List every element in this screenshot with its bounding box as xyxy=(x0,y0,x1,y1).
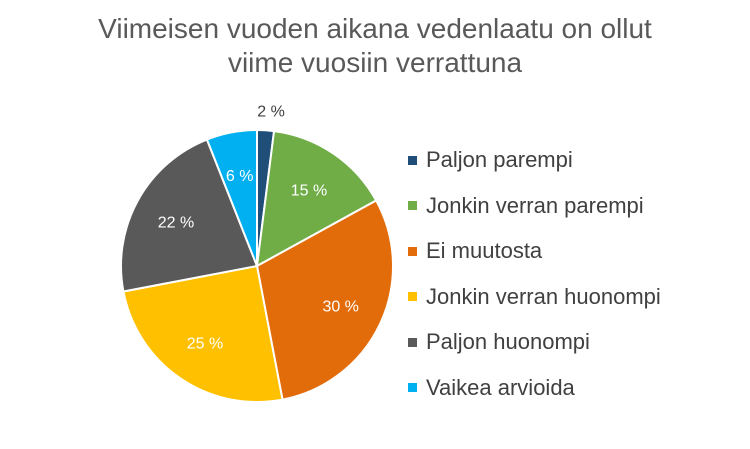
legend-item: Jonkin verran parempi xyxy=(408,189,738,223)
data-label: 2 % xyxy=(257,103,285,120)
legend-item: Paljon parempi xyxy=(408,143,738,177)
legend-swatch xyxy=(408,155,417,165)
data-label: 30 % xyxy=(322,298,358,315)
legend-swatch xyxy=(408,383,417,393)
data-label: 22 % xyxy=(158,214,194,231)
legend-item: Jonkin verran huonompi xyxy=(408,280,738,314)
pie-slice xyxy=(205,128,258,267)
legend-swatch xyxy=(408,246,417,256)
legend-label: Ei muutosta xyxy=(426,238,543,264)
legend-item: Ei muutosta xyxy=(408,234,738,268)
data-label: 6 % xyxy=(226,168,254,185)
pie-slice xyxy=(120,138,259,293)
data-label: 25 % xyxy=(187,335,223,352)
chart-title-line-1: Viimeisen vuoden aikana vedenlaatu on ol… xyxy=(98,13,652,44)
legend: Paljon parempi Jonkin verran parempi Ei … xyxy=(408,143,738,417)
chart-title: Viimeisen vuoden aikana vedenlaatu on ol… xyxy=(0,12,750,80)
legend-label: Jonkin verran parempi xyxy=(426,192,644,218)
pie-slice xyxy=(255,199,394,401)
legend-label: Jonkin verran huonompi xyxy=(426,283,661,309)
legend-swatch xyxy=(408,292,417,302)
pie-slice xyxy=(255,129,378,268)
data-label: 15 % xyxy=(291,183,327,200)
legend-item: Paljon huonompi xyxy=(408,325,738,359)
pie-slice xyxy=(122,264,284,403)
legend-swatch xyxy=(408,337,417,347)
legend-label: Paljon parempi xyxy=(426,147,573,172)
legend-swatch xyxy=(408,201,417,211)
legend-label: Paljon huonompi xyxy=(426,329,590,355)
chart-title-line-2: viime vuosiin verrattuna xyxy=(227,47,523,78)
legend-item: Vaikea arvioida xyxy=(408,371,738,405)
legend-label: Vaikea arvioida xyxy=(426,374,575,400)
